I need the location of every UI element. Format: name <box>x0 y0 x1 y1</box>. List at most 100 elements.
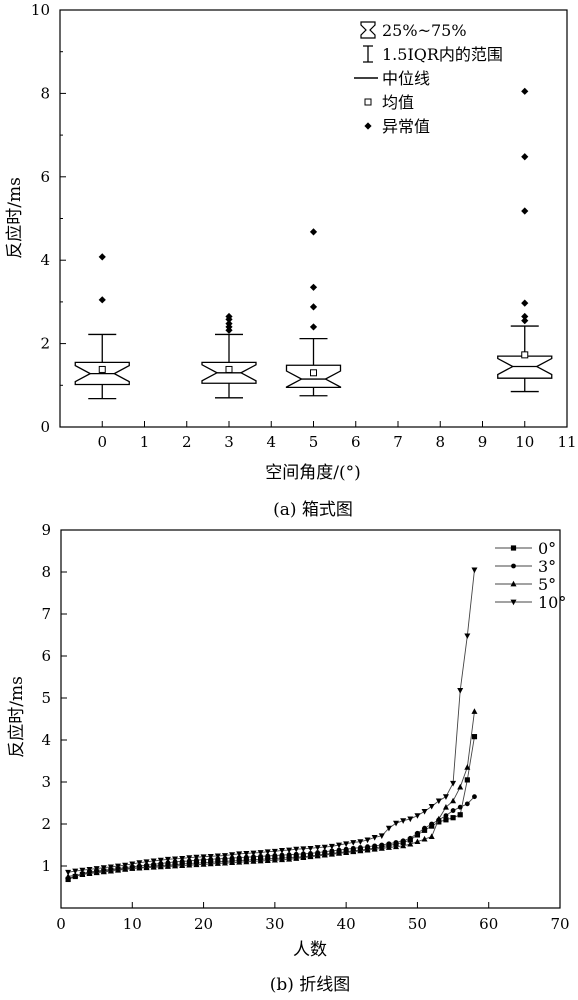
series-point <box>243 854 249 860</box>
series-point <box>464 764 471 770</box>
series-point <box>229 855 235 861</box>
series-point <box>129 861 136 868</box>
series-point <box>243 851 250 857</box>
series-point <box>457 688 464 694</box>
box-outlier-marker <box>521 312 529 321</box>
series-point <box>421 809 428 815</box>
line-chart: 0 10 20 30 40 50 60 70 1 2 3 4 5 6 7 8 9 0°3°5°10° 人数 反应… <box>7 521 570 995</box>
line-x-tick-label: 40 <box>337 915 356 933</box>
box-y-tick-label: 4 <box>40 251 50 269</box>
box-x-tick-label: 9 <box>478 433 488 451</box>
series-point <box>150 864 157 870</box>
box-mean-marker <box>310 369 317 377</box>
series-point <box>464 777 470 783</box>
series-point <box>450 780 457 787</box>
series-point <box>100 868 107 875</box>
line-series-triangle-down <box>65 567 478 876</box>
line-legend-item: 10° <box>495 593 566 612</box>
box-outlier-marker <box>521 207 529 215</box>
series-point <box>279 852 285 858</box>
series-point <box>129 865 136 871</box>
series-point <box>300 854 307 860</box>
line-x-tick-label: 50 <box>408 915 427 933</box>
series-point <box>343 841 350 847</box>
series-point <box>93 866 100 872</box>
line-x-tick-label: 10 <box>123 915 142 933</box>
series-point <box>450 808 456 813</box>
series-point <box>372 843 378 849</box>
series-point <box>400 838 406 844</box>
series-point <box>286 856 293 862</box>
series-point <box>157 857 164 864</box>
series-point <box>293 855 300 861</box>
box-outlier-marker <box>521 317 529 325</box>
series-point <box>193 854 200 861</box>
series-point <box>300 846 307 852</box>
series-point <box>443 813 449 818</box>
series-point <box>321 851 328 858</box>
legend-mean-symbol <box>364 98 372 106</box>
series-point <box>379 842 385 848</box>
box-x-axis-title: 空间角度/(°) <box>265 463 361 483</box>
box-x-tick-label: 3 <box>224 433 234 451</box>
box-x-tick-label: 8 <box>435 433 445 451</box>
box-legend-label: 均值 <box>382 93 414 112</box>
series-point <box>93 869 100 876</box>
box-mean-marker <box>98 365 106 373</box>
line-series-circle <box>65 794 477 881</box>
series-line <box>67 796 475 880</box>
series-point <box>471 567 478 574</box>
series-point <box>464 801 470 807</box>
legend-marker <box>510 545 517 551</box>
line-y-tick-label: 3 <box>41 773 51 791</box>
line-y-tick-label: 2 <box>41 815 51 833</box>
box-legend-item: 均值 <box>364 93 414 112</box>
line-legend-label: 3° <box>538 557 556 576</box>
series-point <box>271 856 278 863</box>
line-legend-item: 5° <box>495 575 556 594</box>
series-point <box>307 845 314 852</box>
series-point <box>107 864 114 871</box>
series-point <box>65 873 72 879</box>
series-point <box>243 858 250 865</box>
box-outlier-marker <box>225 319 233 328</box>
series-point <box>350 845 356 851</box>
box-x-tick-label: 2 <box>182 433 192 451</box>
line-y-tick-label: 8 <box>41 563 51 581</box>
line-series <box>65 567 478 883</box>
series-point <box>158 861 164 866</box>
legend-marker <box>511 563 516 569</box>
box-iqr <box>285 364 342 389</box>
series-point <box>164 863 171 869</box>
series-point <box>115 863 122 870</box>
box-axis-ticks: 0 1 2 3 4 5 6 7 8 9 10 11 0 2 4 6 8 10 <box>31 1 577 451</box>
box-y-tick-label: 10 <box>31 1 50 19</box>
line-y-tick-label: 5 <box>41 689 51 707</box>
legend-box-symbol <box>360 21 376 39</box>
series-point <box>407 840 414 847</box>
series-point <box>308 851 313 856</box>
series-point <box>343 846 349 852</box>
box-outlier-marker <box>309 283 318 291</box>
series-point <box>193 861 200 868</box>
series-point <box>378 845 385 851</box>
series-point <box>400 818 407 824</box>
series-point <box>457 783 464 790</box>
series-point <box>414 838 421 845</box>
series-point <box>457 804 463 810</box>
series-point <box>314 845 321 851</box>
series-point <box>336 847 342 853</box>
series-point <box>186 861 193 868</box>
box-outlier-marker <box>521 87 529 95</box>
line-plot-frame <box>60 529 561 909</box>
series-point <box>371 835 378 841</box>
box-series <box>74 87 553 400</box>
series-point <box>322 849 328 855</box>
box-mean-marker <box>225 365 233 373</box>
box-caption: (a) 箱式图 <box>273 500 353 520</box>
series-point <box>471 708 478 714</box>
box-outlier-marker <box>98 253 106 261</box>
series-point <box>258 853 263 859</box>
series-point <box>435 815 442 822</box>
series-point <box>179 856 186 862</box>
